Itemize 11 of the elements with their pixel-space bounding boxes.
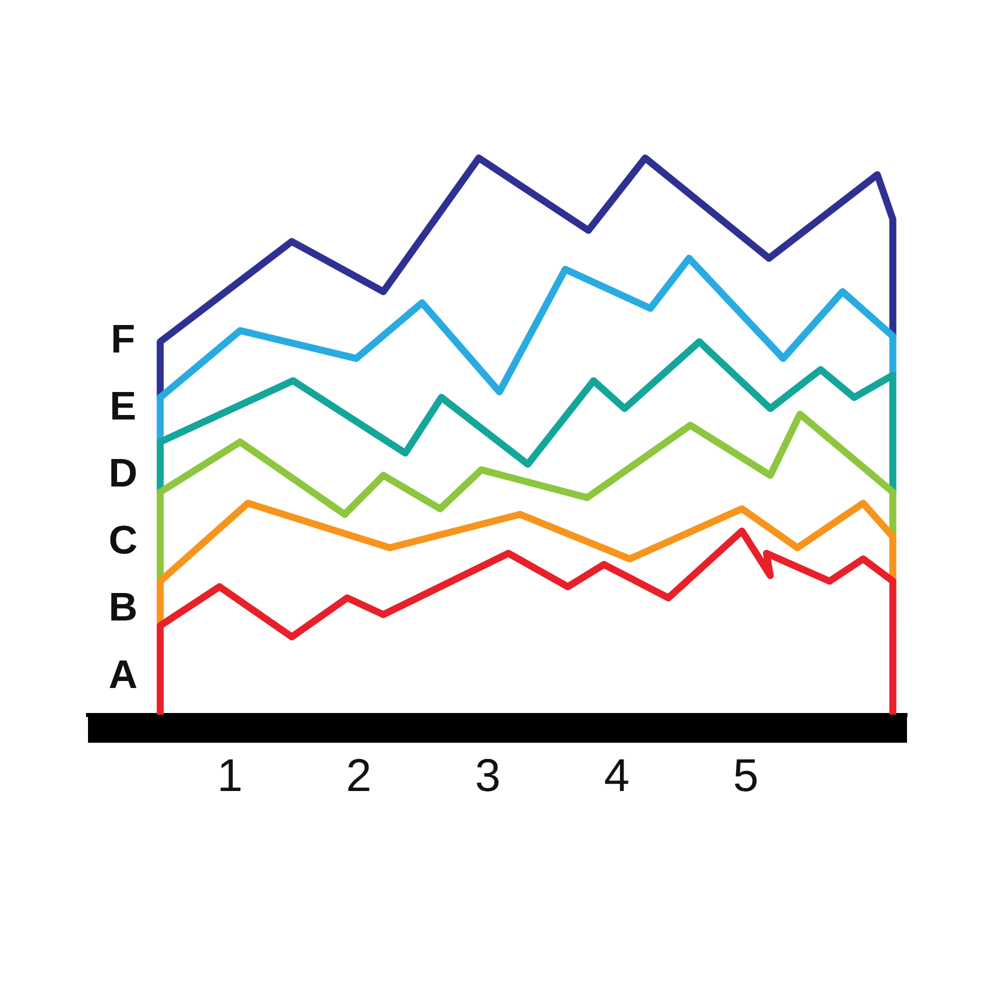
x-tick-label: 4 [604, 749, 630, 802]
annotation: A [108, 652, 138, 697]
annotation: C [108, 518, 138, 563]
x-tick-label: 2 [346, 749, 372, 802]
annotation: E [110, 384, 136, 428]
annotation: D [108, 452, 138, 496]
x-tick-label: 5 [732, 749, 759, 802]
x-tick-label: 3 [475, 749, 501, 802]
annotation: B [108, 586, 138, 630]
x-tick-label: 1 [217, 749, 243, 802]
annotation: F [110, 317, 136, 362]
